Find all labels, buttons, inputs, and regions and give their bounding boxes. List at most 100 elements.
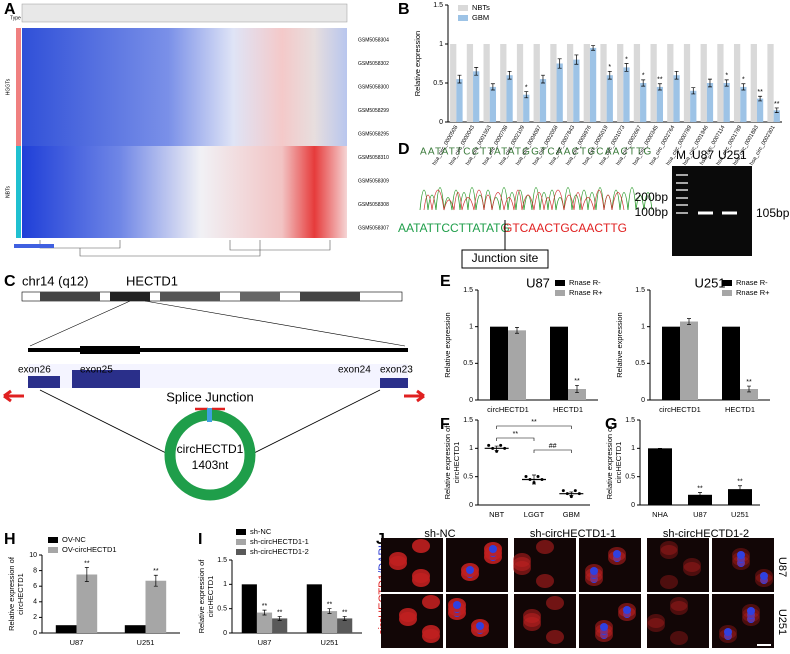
y-tick-label: 1.5 <box>635 287 645 294</box>
legend-swatch <box>555 280 565 286</box>
bar <box>722 326 740 400</box>
y-tick-label: 0.5 <box>217 606 227 613</box>
error-bar <box>342 616 347 621</box>
heatmap: Type HGGTs NBTs <box>5 3 348 257</box>
y-axis-label: circHECTD1 <box>16 573 25 615</box>
bar <box>550 44 557 122</box>
bar <box>508 330 526 400</box>
micrograph <box>712 594 774 648</box>
y-tick-label: 1.5 <box>625 417 635 424</box>
bar <box>483 44 490 122</box>
bar <box>640 83 647 122</box>
bar <box>306 584 322 633</box>
error-bar <box>607 70 612 80</box>
band <box>240 292 280 301</box>
bar <box>717 44 724 122</box>
circ-name: circHECTD1 <box>177 442 244 456</box>
legend-label: sh-NC <box>250 527 272 536</box>
legend-label: GBM <box>472 13 489 22</box>
bar <box>272 618 288 633</box>
x-tick-label: circHECTD1 <box>487 405 529 414</box>
y-axis-label: Relative expression of <box>605 425 614 500</box>
y-axis-label: Relative expression of <box>197 559 206 634</box>
group-bar <box>16 146 21 238</box>
cell <box>670 597 688 611</box>
y-tick-label: 1 <box>439 41 443 48</box>
panel-letter: B <box>398 1 410 18</box>
y-axis-label: Relative expression of <box>7 556 16 631</box>
nucleus <box>760 572 768 580</box>
exon-label: exon23 <box>380 365 413 376</box>
y-tick-label: 0 <box>223 630 227 637</box>
cell <box>412 569 430 583</box>
bar <box>617 44 624 122</box>
cell <box>422 625 440 639</box>
gel <box>672 166 752 256</box>
bar <box>321 611 338 633</box>
junction-label: Junction site <box>472 251 539 265</box>
legend-swatch <box>48 547 58 553</box>
locus-panel: chr14 (q12) HECTD1 exon26 exon25 exon24 … <box>3 273 425 501</box>
significance: ** <box>574 378 580 385</box>
bar <box>623 67 630 122</box>
color-key <box>14 244 54 248</box>
error-bar <box>657 83 662 91</box>
bar <box>500 44 507 122</box>
sample-point <box>536 475 540 478</box>
error-bar <box>557 58 562 69</box>
legend-label: Rnase R- <box>569 278 601 287</box>
error-bar <box>591 45 596 51</box>
bar <box>673 75 680 122</box>
group-label: NBTs <box>5 186 11 198</box>
x-tick-label: HECTD1 <box>553 405 583 414</box>
bar <box>700 44 707 122</box>
cell <box>536 574 554 588</box>
nucleus <box>466 566 474 574</box>
bar <box>489 86 497 122</box>
x-tick-label: U251 <box>731 510 749 519</box>
sample-point <box>573 489 577 493</box>
nucleus <box>590 567 598 575</box>
arrow <box>3 389 24 403</box>
error-bar <box>84 567 89 582</box>
bar <box>648 448 672 505</box>
panel-letter: E <box>440 273 451 290</box>
micrograph <box>647 594 709 648</box>
bar <box>706 83 714 122</box>
y-tick-label: 0 <box>641 397 645 404</box>
y-tick-label: 1.5 <box>433 2 443 9</box>
ladder <box>676 174 688 214</box>
panel-letter: H <box>4 531 16 548</box>
sample-point <box>577 492 581 496</box>
product-label: 105bp <box>756 206 790 220</box>
band <box>110 292 150 301</box>
y-axis-label: circHECTD1 <box>206 576 215 618</box>
sequence-top: AATATTCCTTATATGGTCAACTGCAACTTG <box>420 147 652 158</box>
sample-point <box>499 443 503 447</box>
cell-line: U251 <box>776 609 788 635</box>
sample-point <box>524 475 528 478</box>
y-tick-label: 8 <box>33 567 37 574</box>
arrow <box>404 389 425 403</box>
bar <box>667 44 674 122</box>
error-bar <box>532 474 536 485</box>
zoom-lines <box>29 300 406 347</box>
chromatogram <box>419 187 653 211</box>
heatmap-block <box>22 146 347 238</box>
cell <box>422 595 440 609</box>
significance: ** <box>153 568 159 575</box>
significance: * <box>525 84 528 91</box>
chromosome: chr14 (q12) <box>22 273 88 288</box>
y-axis-label: circHECTD1 <box>614 442 623 484</box>
error-bar <box>575 384 579 394</box>
x-tick-label: HECTD1 <box>725 405 755 414</box>
legend-label: sh-circHECTD1-1 <box>250 537 309 546</box>
legend-label: Rnase R+ <box>569 288 603 297</box>
scale-bar <box>757 644 771 646</box>
sample-label: GSM5058307 <box>358 225 389 231</box>
legend-swatch <box>48 537 58 543</box>
y-tick-label: 2 <box>33 614 37 621</box>
chart-title: U87 <box>526 275 550 290</box>
cell <box>523 609 541 623</box>
panel-letter: C <box>4 273 16 290</box>
